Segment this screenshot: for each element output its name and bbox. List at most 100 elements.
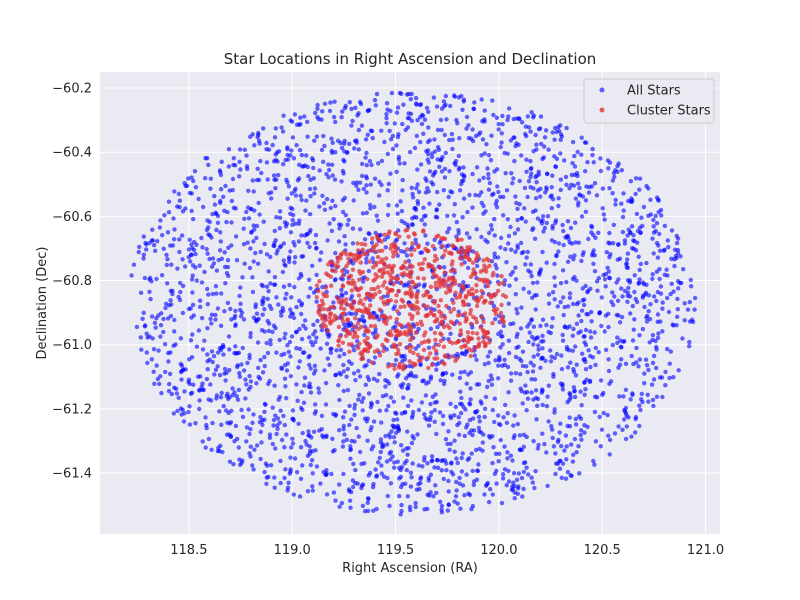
data-point — [213, 317, 218, 322]
data-point — [496, 288, 501, 293]
data-point — [355, 241, 360, 246]
data-point — [244, 209, 249, 215]
data-point — [330, 173, 335, 178]
data-point — [266, 328, 272, 334]
data-point — [569, 473, 574, 479]
data-point — [177, 249, 182, 255]
data-point — [522, 185, 528, 191]
data-point — [412, 145, 418, 151]
data-point — [428, 472, 434, 477]
data-point — [532, 377, 538, 382]
data-point — [290, 436, 295, 441]
data-point — [249, 230, 254, 235]
data-point — [307, 230, 312, 235]
data-point — [396, 351, 401, 356]
data-point — [668, 291, 673, 297]
data-point — [429, 454, 435, 459]
data-point — [174, 391, 180, 396]
data-point — [499, 274, 504, 279]
data-point — [569, 442, 574, 447]
data-point — [647, 340, 652, 345]
data-point — [444, 468, 449, 473]
data-point — [492, 169, 497, 174]
data-point — [486, 230, 492, 236]
data-point — [474, 289, 479, 294]
data-point — [654, 365, 659, 371]
data-point — [535, 280, 540, 285]
data-point — [617, 320, 623, 325]
data-point — [452, 438, 457, 443]
data-point — [259, 282, 264, 287]
data-point — [421, 347, 427, 353]
data-point — [279, 313, 284, 318]
data-point — [636, 281, 641, 286]
data-point — [326, 162, 331, 167]
data-point — [487, 340, 492, 345]
data-point — [174, 386, 179, 391]
data-point — [457, 188, 463, 193]
data-point — [221, 352, 226, 357]
data-point — [287, 255, 292, 260]
data-point — [637, 423, 642, 429]
data-point — [459, 246, 464, 251]
data-point — [429, 410, 434, 415]
data-point — [454, 456, 459, 461]
data-point — [471, 479, 477, 484]
data-point — [570, 301, 576, 307]
data-point — [408, 288, 413, 293]
data-point — [552, 261, 557, 267]
data-point — [333, 498, 338, 503]
data-point — [424, 149, 429, 154]
data-point — [506, 241, 511, 246]
data-point — [401, 395, 406, 400]
data-point — [477, 419, 482, 424]
data-point — [657, 248, 663, 253]
data-point — [654, 240, 660, 246]
data-point — [330, 198, 335, 203]
data-point — [662, 272, 667, 277]
data-point — [190, 245, 195, 251]
data-point — [265, 177, 270, 182]
data-point — [144, 350, 149, 355]
data-point — [393, 299, 399, 304]
data-point — [520, 363, 526, 369]
data-point — [438, 117, 444, 123]
data-point — [571, 452, 576, 457]
data-point — [616, 424, 621, 429]
data-point — [556, 203, 561, 209]
data-point — [483, 269, 489, 274]
data-point — [409, 269, 414, 274]
data-point — [362, 416, 368, 421]
data-point — [315, 318, 320, 324]
data-point — [490, 434, 495, 439]
data-point — [290, 416, 295, 421]
data-point — [440, 243, 445, 249]
data-point — [407, 273, 412, 278]
data-point — [540, 317, 546, 322]
data-point — [446, 286, 451, 291]
data-point — [579, 308, 585, 313]
data-point — [360, 247, 365, 252]
data-point — [405, 345, 410, 350]
data-point — [467, 401, 472, 406]
data-point — [409, 185, 414, 190]
data-point — [188, 252, 194, 257]
data-point — [463, 344, 468, 349]
data-point — [392, 121, 397, 126]
data-point — [376, 317, 382, 322]
data-point — [349, 123, 354, 128]
data-point — [379, 158, 385, 164]
data-point — [372, 349, 378, 354]
data-point — [409, 252, 414, 257]
data-point — [341, 362, 346, 368]
data-point — [285, 196, 290, 201]
data-point — [626, 285, 631, 291]
data-point — [687, 319, 693, 324]
data-point — [433, 214, 438, 220]
data-point — [248, 427, 253, 432]
data-point — [248, 454, 253, 459]
data-point — [189, 242, 194, 247]
data-point — [535, 403, 540, 408]
data-point — [491, 445, 496, 450]
data-point — [244, 439, 249, 444]
